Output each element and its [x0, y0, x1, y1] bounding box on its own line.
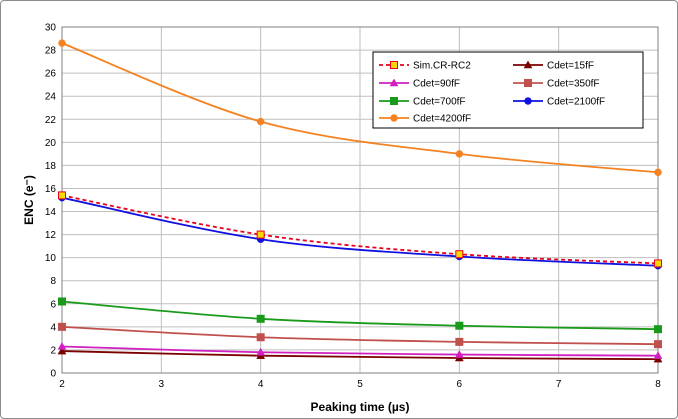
- x-tick-label-3: 5: [357, 379, 363, 390]
- series-0: [58, 191, 662, 268]
- y-tick-label-1: 2: [50, 345, 56, 356]
- y-tick-label-2: 4: [50, 322, 56, 333]
- series-0-point-3: [654, 259, 662, 268]
- legend-label-0: Sim.CR-RC2: [413, 61, 471, 72]
- y-tick-label-4: 8: [50, 276, 56, 287]
- legend-marker-3: [524, 79, 532, 87]
- series-2-point-2: [454, 350, 464, 358]
- series-6-point-0: [58, 39, 66, 47]
- series-line-1: [61, 350, 659, 361]
- series-2-point-0: [57, 341, 67, 350]
- legend-label-4: Cdet=700fF: [413, 97, 466, 108]
- series-3-point-3: [654, 340, 662, 349]
- series-4: [58, 297, 662, 334]
- legend-entry-5: Cdet=2100fF: [513, 97, 605, 108]
- y-tick-label-0: 0: [50, 369, 56, 380]
- legend-marker-2: [389, 78, 399, 87]
- legend-marker-5: [524, 97, 532, 105]
- y-tick-label-8: 16: [45, 184, 57, 195]
- series-4-point-1: [256, 314, 265, 323]
- series-3-point-0: [58, 322, 66, 331]
- legend-marker-0: [390, 61, 398, 69]
- series-3-point-2: [455, 337, 464, 346]
- legend-entry-0: Sim.CR-RC2: [379, 61, 471, 72]
- series-line-6: [61, 42, 659, 174]
- series-0-point-1: [256, 230, 265, 239]
- x-tick-label-0: 2: [59, 379, 65, 390]
- series-0-point-2: [455, 250, 464, 259]
- series-2-point-1: [256, 347, 266, 356]
- series-3-point-1: [256, 333, 265, 342]
- legend-label-2: Cdet=90fF: [413, 79, 460, 90]
- y-tick-label-5: 10: [45, 253, 57, 264]
- series-line-4: [61, 300, 659, 331]
- series-line-3: [61, 325, 659, 346]
- series-2-point-3: [653, 351, 663, 359]
- series-6-point-3: [654, 168, 662, 177]
- x-tick-label-2: 4: [258, 379, 264, 390]
- series-4-point-0: [58, 297, 66, 306]
- y-tick-label-7: 14: [45, 207, 57, 218]
- series-4-point-2: [455, 321, 464, 330]
- y-tick-label-11: 22: [45, 115, 57, 126]
- series-1-point-0: [57, 346, 67, 355]
- y-tick-label-3: 6: [50, 299, 56, 310]
- y-tick-label-14: 28: [45, 46, 57, 57]
- series-line-0: [61, 194, 659, 265]
- y-tick-label-12: 24: [45, 92, 57, 103]
- series-6-point-1: [256, 117, 265, 126]
- series-line-5: [61, 196, 659, 267]
- y-tick-label-15: 30: [45, 23, 57, 34]
- legend-entry-4: Cdet=700fF: [379, 97, 466, 108]
- legend-label-5: Cdet=2100fF: [547, 97, 605, 108]
- legend: Sim.CR-RC2 Cdet=15fF Cdet=90fF Cdet=350fF Cd…: [372, 51, 644, 129]
- series-3: [58, 322, 662, 349]
- series-line-2: [61, 345, 659, 357]
- legend-label-6: Cdet=4200fF: [413, 114, 471, 125]
- legend-box: [372, 51, 644, 129]
- y-tick-label-10: 20: [45, 138, 57, 149]
- x-tick-label-4: 6: [457, 379, 463, 390]
- y-axis-title: ENC (e⁻): [22, 175, 36, 225]
- y-tick-label-13: 26: [45, 69, 57, 80]
- x-tick-label-1: 3: [159, 379, 165, 390]
- series-0-point-0: [58, 191, 66, 200]
- legend-entry-2: Cdet=90fF: [379, 78, 460, 90]
- legend-label-3: Cdet=350fF: [547, 79, 600, 90]
- legend-label-1: Cdet=15fF: [547, 61, 594, 72]
- x-axis-title: Peaking time (µs): [311, 400, 410, 414]
- legend-marker-1: [523, 60, 533, 69]
- y-tick-label-9: 18: [45, 161, 57, 172]
- x-tick-label-6: 8: [655, 379, 661, 390]
- x-tick-label-5: 7: [556, 379, 562, 390]
- legend-entry-1: Cdet=15fF: [513, 60, 594, 72]
- legend-marker-4: [390, 97, 398, 105]
- series-layer: [57, 39, 663, 363]
- series-4-point-3: [654, 325, 662, 334]
- series-6: [58, 39, 662, 177]
- series-2: [57, 341, 663, 359]
- legend-marker-6: [390, 114, 398, 122]
- legend-entry-3: Cdet=350fF: [513, 79, 600, 90]
- series-6-point-2: [455, 150, 464, 158]
- legend-entry-6: Cdet=4200fF: [379, 114, 471, 125]
- y-tick-label-6: 12: [45, 230, 57, 241]
